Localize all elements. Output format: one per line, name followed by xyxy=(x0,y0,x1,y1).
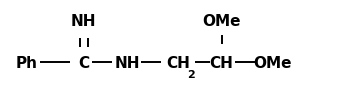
Text: 2: 2 xyxy=(187,70,195,80)
Text: OMe: OMe xyxy=(202,14,241,28)
Text: NH: NH xyxy=(71,14,97,28)
Text: NH: NH xyxy=(115,55,140,70)
Text: CH: CH xyxy=(210,55,234,70)
Text: Ph: Ph xyxy=(16,55,38,70)
Text: C: C xyxy=(78,55,89,70)
Text: OMe: OMe xyxy=(253,55,291,70)
Text: CH: CH xyxy=(166,55,190,70)
